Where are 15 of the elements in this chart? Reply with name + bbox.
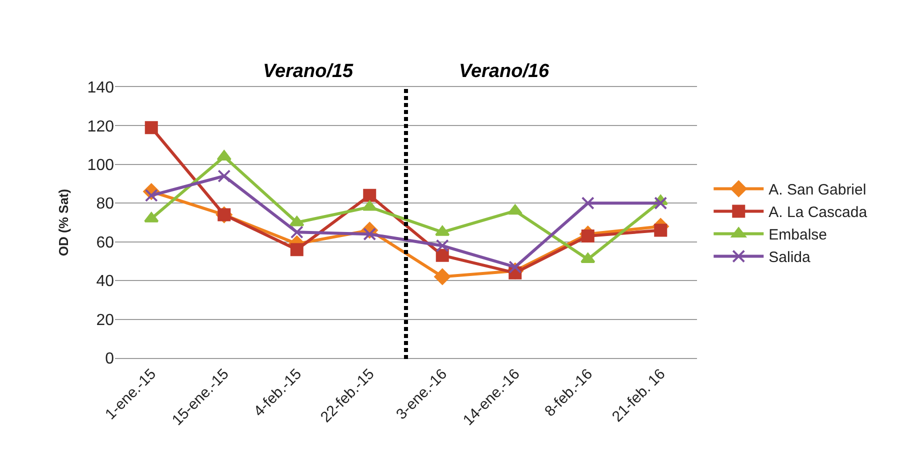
y-tick-label: 60 [96,234,114,252]
text: Verano/16 [459,61,550,82]
y-tick-label: 0 [105,350,114,368]
y-tick-label: 20 [96,312,114,329]
y-tick-label: 80 [96,196,114,213]
y-tick-label: 100 [87,157,114,174]
y-tick-label: 140 [87,80,114,97]
legend-label: A. La Cascada [768,204,868,222]
y-tick-label: 40 [96,273,114,290]
y-tick-label: 120 [87,118,114,136]
legend-label: Embalse [768,226,827,244]
legend-label: A. San Gabriel [768,182,866,199]
text: Verano/15 [263,61,354,82]
legend-label: Salida [768,249,811,266]
y-axis-title: OD (% Sat) [56,188,72,256]
